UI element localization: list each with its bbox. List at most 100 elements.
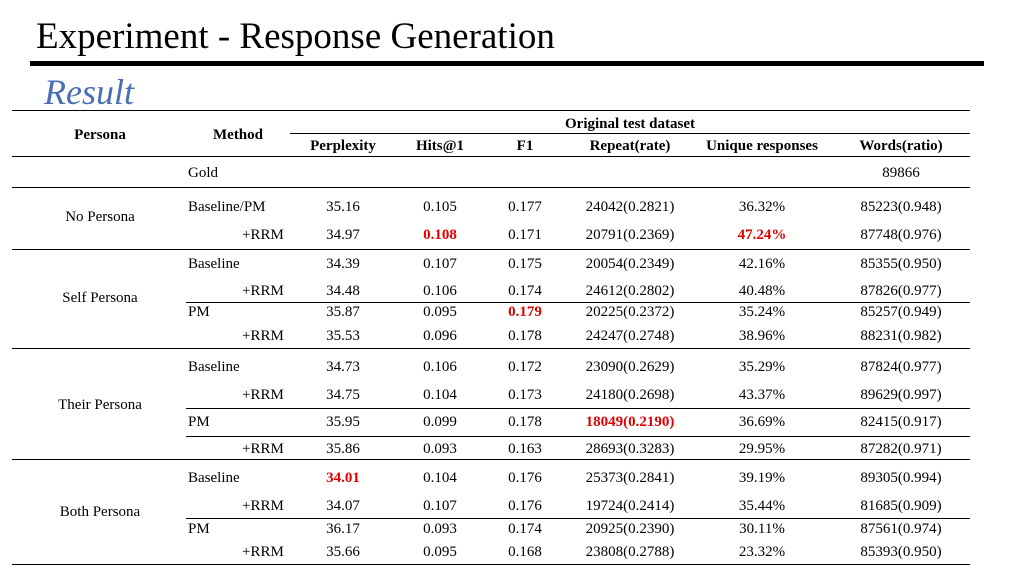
- row-method: +RRM: [242, 441, 284, 457]
- cell-f1: 0.171: [508, 227, 542, 243]
- row-method: Baseline: [188, 359, 240, 375]
- row-method: Baseline/PM: [188, 199, 266, 215]
- cell-perplexity: 35.16: [326, 199, 360, 215]
- row-method: Baseline: [188, 470, 240, 486]
- cell-hits: 0.096: [423, 328, 457, 344]
- cell-hits: 0.104: [423, 470, 457, 486]
- group-bottom-rule: [12, 348, 970, 349]
- cell-f1: 0.175: [508, 256, 542, 272]
- cell-repeat: 18049(0.2190): [585, 414, 675, 430]
- cell-f1: 0.174: [508, 521, 542, 537]
- cell-unique: 35.29%: [738, 359, 786, 375]
- slide-title: Experiment - Response Generation: [36, 16, 555, 57]
- row-method: +RRM: [242, 283, 284, 299]
- cell-repeat: 20054(0.2349): [585, 256, 675, 272]
- cell-perplexity: 35.95: [326, 414, 360, 430]
- persona-label: No Persona: [65, 209, 135, 225]
- cell-repeat: 28693(0.3283): [585, 441, 675, 457]
- header-words: Words(ratio): [859, 138, 943, 154]
- cell-hits: 0.104: [423, 387, 457, 403]
- cell-perplexity: 34.97: [326, 227, 360, 243]
- cell-unique: 35.44%: [738, 498, 786, 514]
- cell-words: 87824(0.977): [860, 359, 942, 375]
- row-method: PM: [188, 414, 210, 430]
- header-group: Original test dataset: [565, 116, 695, 132]
- cell-hits: 0.105: [423, 199, 457, 215]
- cell-repeat: 24612(0.2802): [585, 283, 675, 299]
- cell-perplexity: 35.53: [326, 328, 360, 344]
- group-header-rule: [290, 133, 970, 134]
- table-top-rule: [12, 110, 970, 111]
- row-method: +RRM: [242, 227, 284, 243]
- cell-words: 85223(0.948): [860, 199, 942, 215]
- cell-hits: 0.093: [423, 521, 457, 537]
- cell-unique: 47.24%: [737, 227, 787, 243]
- cell-words: 87826(0.977): [860, 283, 942, 299]
- cell-words: 81685(0.909): [860, 498, 942, 514]
- cell-f1: 0.176: [508, 498, 542, 514]
- cell-unique: 36.69%: [738, 414, 786, 430]
- cell-repeat: 23808(0.2788): [585, 544, 675, 560]
- group-bottom-rule: [12, 249, 970, 250]
- persona-label: Self Persona: [62, 290, 138, 306]
- method-divider-rule: [186, 436, 970, 437]
- cell-words: 82415(0.917): [860, 414, 942, 430]
- cell-f1: 0.163: [508, 441, 542, 457]
- cell-words: 87561(0.974): [860, 521, 942, 537]
- method-divider-rule: [186, 302, 970, 303]
- cell-unique: 38.96%: [738, 328, 786, 344]
- cell-words: 85257(0.949): [860, 304, 942, 320]
- persona-label: Their Persona: [58, 397, 142, 413]
- header-unique: Unique responses: [706, 138, 818, 154]
- cell-hits: 0.095: [423, 544, 457, 560]
- cell-hits: 0.093: [423, 441, 457, 457]
- cell-words: 88231(0.982): [860, 328, 942, 344]
- row-method: PM: [188, 521, 210, 537]
- cell-f1: 0.176: [508, 470, 542, 486]
- row-method: +RRM: [242, 544, 284, 560]
- cell-words: 85393(0.950): [860, 544, 942, 560]
- header-bottom-rule: [12, 156, 970, 157]
- cell-hits: 0.108: [423, 227, 457, 243]
- method-divider-rule: [186, 408, 970, 409]
- header-repeat: Repeat(rate): [589, 138, 671, 154]
- cell-perplexity: 34.01: [326, 470, 360, 486]
- cell-perplexity: 35.66: [326, 544, 360, 560]
- cell-repeat: 20791(0.2369): [585, 227, 675, 243]
- cell-hits: 0.107: [423, 498, 457, 514]
- row-method: +RRM: [242, 498, 284, 514]
- cell-hits: 0.099: [423, 414, 457, 430]
- cell-repeat: 20925(0.2390): [585, 521, 675, 537]
- cell-repeat: 20225(0.2372): [585, 304, 675, 320]
- cell-perplexity: 35.87: [326, 304, 360, 320]
- cell-repeat: 24042(0.2821): [585, 199, 675, 215]
- cell-hits: 0.106: [423, 359, 457, 375]
- header-perplexity: Perplexity: [310, 138, 376, 154]
- cell-unique: 35.24%: [738, 304, 786, 320]
- group-bottom-rule: [12, 564, 970, 565]
- cell-hits: 0.107: [423, 256, 457, 272]
- cell-f1: 0.174: [508, 283, 542, 299]
- header-persona: Persona: [74, 127, 126, 143]
- cell-perplexity: 34.39: [326, 256, 360, 272]
- cell-repeat: 24180(0.2698): [585, 387, 675, 403]
- cell-unique: 30.11%: [739, 521, 785, 537]
- cell-perplexity: 34.75: [326, 387, 360, 403]
- gold-bottom-rule: [12, 187, 970, 188]
- cell-unique: 43.37%: [738, 387, 786, 403]
- cell-repeat: 23090(0.2629): [585, 359, 675, 375]
- cell-unique: 23.32%: [738, 544, 786, 560]
- cell-perplexity: 35.86: [326, 441, 360, 457]
- cell-f1: 0.173: [508, 387, 542, 403]
- cell-words: 87748(0.976): [860, 227, 942, 243]
- group-bottom-rule: [12, 459, 970, 460]
- row-method: Baseline: [188, 256, 240, 272]
- cell-unique: 36.32%: [738, 199, 786, 215]
- cell-unique: 40.48%: [738, 283, 786, 299]
- cell-perplexity: 34.73: [326, 359, 360, 375]
- persona-label: Both Persona: [59, 504, 141, 520]
- cell-unique: 42.16%: [738, 256, 786, 272]
- header-hits: Hits@1: [415, 138, 465, 154]
- cell-f1: 0.178: [508, 328, 542, 344]
- cell-words: 89629(0.997): [860, 387, 942, 403]
